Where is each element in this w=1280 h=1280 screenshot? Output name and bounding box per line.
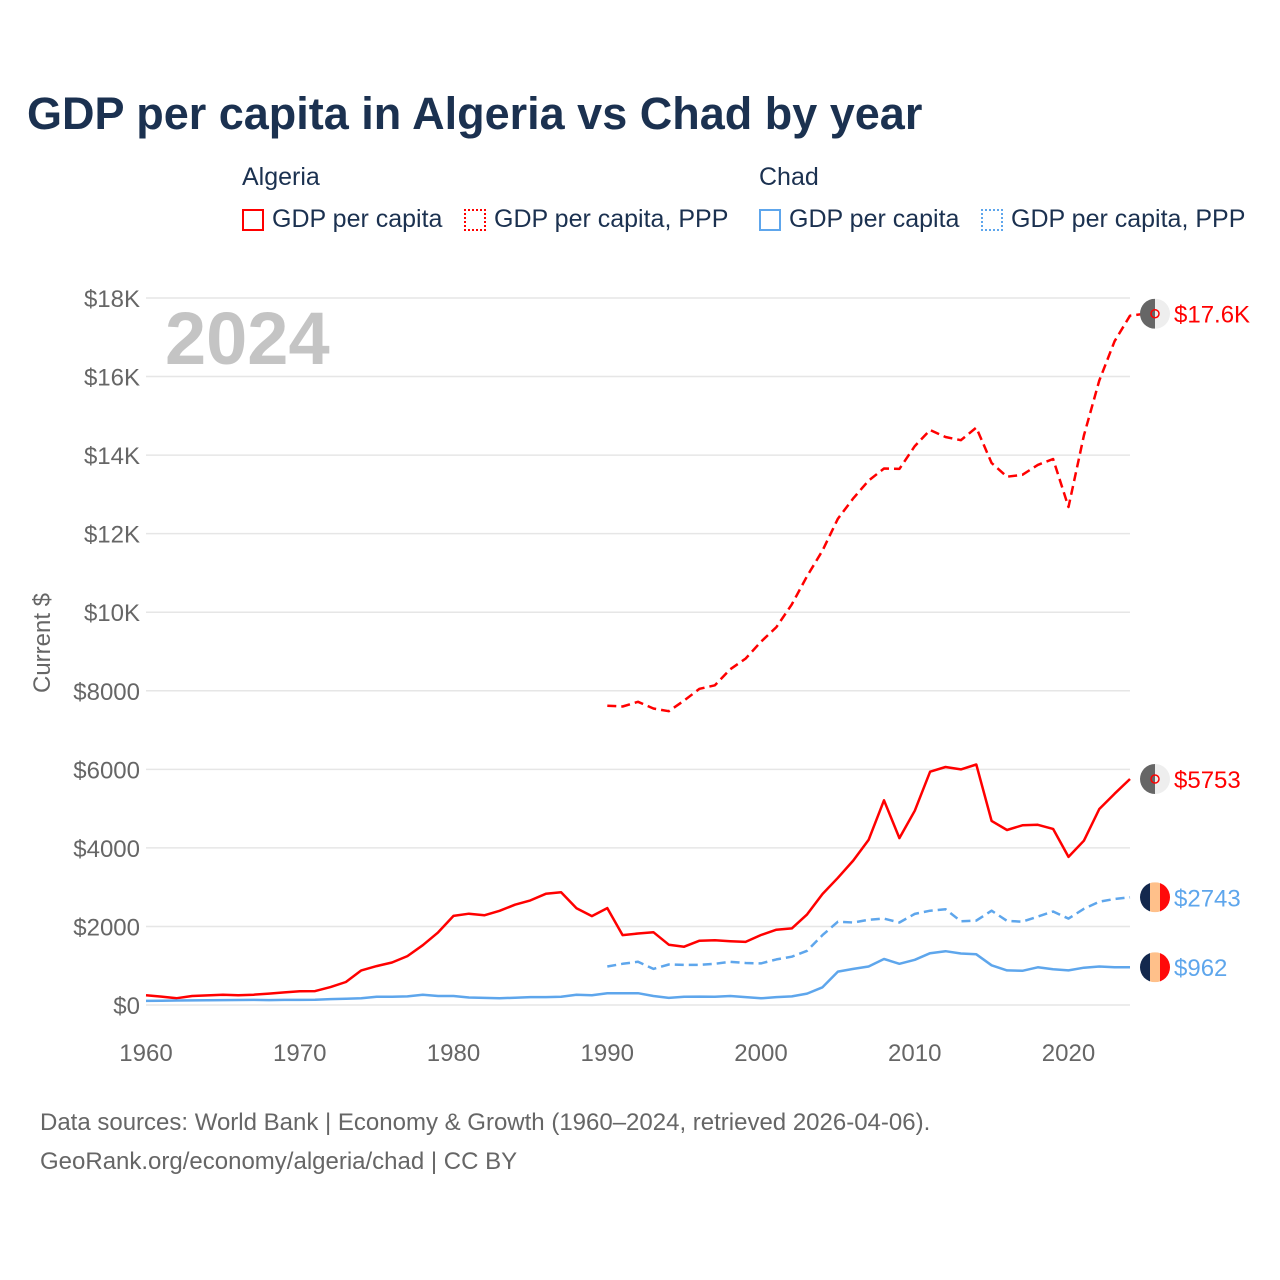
- y-tick-label: $16K: [84, 365, 140, 392]
- x-tick-label: 2000: [734, 1040, 787, 1067]
- x-tick-label: 2010: [888, 1040, 941, 1067]
- y-tick-label: $2000: [73, 914, 140, 941]
- y-tick-label: $10K: [84, 600, 140, 627]
- y-tick-label: $0: [113, 993, 140, 1020]
- legend-group-algeria: Algeria: [242, 163, 320, 191]
- y-tick-label: $4000: [73, 836, 140, 863]
- series-line-algeria-gdp-per-capita-ppp: [607, 312, 1146, 713]
- x-tick-label: 1960: [119, 1040, 172, 1067]
- end-value-label: $5753: [1174, 767, 1241, 794]
- chart-title: GDP per capita in Algeria vs Chad by yea…: [27, 88, 923, 139]
- end-value-label: $962: [1174, 955, 1227, 982]
- legend-label: GDP per capita: [272, 205, 443, 233]
- algeria-flag-icon: [1140, 764, 1170, 795]
- footer-sources: Data sources: World Bank | Economy & Gro…: [40, 1109, 931, 1136]
- y-tick-label: $12K: [84, 522, 140, 549]
- chad-flag-icon: [1140, 952, 1170, 983]
- series-line-algeria-gdp-per-capita: [145, 763, 1131, 1000]
- legend-item-chad-ppp[interactable]: GDP per capita, PPP: [981, 205, 1245, 234]
- legend-swatch: [759, 208, 781, 231]
- legend-item-algeria-gdp[interactable]: GDP per capita: [242, 205, 442, 234]
- x-tick-label: 1970: [273, 1040, 326, 1067]
- legend-swatch: [242, 208, 264, 231]
- x-tick-label: 1990: [581, 1040, 634, 1067]
- x-tick-label: 1980: [427, 1040, 480, 1067]
- legend-group-chad: Chad: [759, 163, 819, 191]
- year-overlay: 2024: [165, 297, 330, 380]
- legend-item-chad-gdp[interactable]: GDP per capita: [759, 205, 959, 234]
- legend-item-algeria-ppp[interactable]: GDP per capita, PPP: [464, 205, 728, 234]
- footer-attribution: GeoRank.org/economy/algeria/chad | CC BY: [40, 1148, 518, 1175]
- y-axis-label: Current $: [29, 593, 56, 693]
- y-tick-label: $8000: [73, 679, 140, 706]
- series-line-chad-gdp-per-capita: [145, 949, 1131, 1003]
- legend-swatch: [464, 208, 486, 231]
- algeria-flag-icon: [1140, 298, 1170, 329]
- end-value-label: $2743: [1174, 885, 1241, 912]
- legend-label: GDP per capita: [789, 205, 960, 233]
- x-tick-label: 2020: [1042, 1040, 1095, 1067]
- legend-label: GDP per capita, PPP: [494, 205, 729, 233]
- end-value-label: $17.6K: [1174, 302, 1250, 329]
- y-tick-label: $18K: [84, 286, 140, 313]
- y-tick-label: $6000: [73, 757, 140, 784]
- legend-label: GDP per capita, PPP: [1011, 205, 1246, 233]
- y-tick-label: $14K: [84, 443, 140, 470]
- chad-flag-icon: [1140, 882, 1170, 913]
- series-line-chad-gdp-per-capita-ppp: [607, 896, 1131, 971]
- legend-swatch: [981, 208, 1003, 231]
